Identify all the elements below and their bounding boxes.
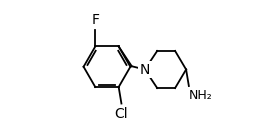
Text: Cl: Cl (115, 107, 128, 121)
Text: F: F (91, 13, 99, 27)
Text: N: N (140, 63, 150, 76)
Text: NH₂: NH₂ (189, 90, 213, 102)
